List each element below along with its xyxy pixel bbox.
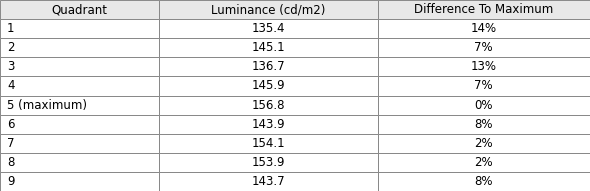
Bar <box>378 96 590 115</box>
Text: 154.1: 154.1 <box>252 137 285 150</box>
Bar <box>378 76 590 96</box>
Bar <box>159 153 378 172</box>
Bar <box>378 172 590 191</box>
Bar <box>378 57 590 76</box>
Text: 14%: 14% <box>471 22 497 35</box>
Text: 2: 2 <box>7 41 15 54</box>
Bar <box>159 76 378 96</box>
Text: 13%: 13% <box>471 60 497 73</box>
Text: 4: 4 <box>7 79 15 92</box>
Bar <box>378 134 590 153</box>
Text: 135.4: 135.4 <box>252 22 285 35</box>
Text: 2%: 2% <box>474 137 493 150</box>
Text: 8%: 8% <box>474 175 493 188</box>
Bar <box>378 0 590 19</box>
Bar <box>0 0 159 19</box>
Text: Difference To Maximum: Difference To Maximum <box>414 3 553 16</box>
Text: 9: 9 <box>7 175 15 188</box>
Bar <box>378 115 590 134</box>
Bar <box>378 38 590 57</box>
Text: 143.9: 143.9 <box>252 118 285 131</box>
Bar <box>159 172 378 191</box>
Text: 0%: 0% <box>474 99 493 112</box>
Bar <box>0 19 159 38</box>
Bar <box>0 172 159 191</box>
Text: 6: 6 <box>7 118 15 131</box>
Bar <box>159 115 378 134</box>
Text: 2%: 2% <box>474 156 493 169</box>
Bar <box>159 0 378 19</box>
Text: 153.9: 153.9 <box>252 156 285 169</box>
Bar <box>0 134 159 153</box>
Text: 156.8: 156.8 <box>252 99 285 112</box>
Text: 143.7: 143.7 <box>252 175 285 188</box>
Bar <box>378 153 590 172</box>
Text: 7: 7 <box>7 137 15 150</box>
Bar <box>0 38 159 57</box>
Bar <box>0 115 159 134</box>
Text: 7%: 7% <box>474 41 493 54</box>
Bar <box>0 96 159 115</box>
Text: 8%: 8% <box>474 118 493 131</box>
Bar <box>0 76 159 96</box>
Text: 1: 1 <box>7 22 15 35</box>
Bar <box>159 19 378 38</box>
Text: 136.7: 136.7 <box>252 60 285 73</box>
Bar <box>378 19 590 38</box>
Text: 8: 8 <box>7 156 14 169</box>
Text: Luminance (cd/m2): Luminance (cd/m2) <box>211 3 326 16</box>
Text: 145.9: 145.9 <box>252 79 285 92</box>
Bar <box>0 57 159 76</box>
Text: Quadrant: Quadrant <box>52 3 107 16</box>
Bar <box>159 134 378 153</box>
Text: 145.1: 145.1 <box>252 41 285 54</box>
Bar <box>159 38 378 57</box>
Bar <box>0 153 159 172</box>
Text: 3: 3 <box>7 60 14 73</box>
Text: 7%: 7% <box>474 79 493 92</box>
Bar <box>159 96 378 115</box>
Text: 5 (maximum): 5 (maximum) <box>7 99 87 112</box>
Bar <box>159 57 378 76</box>
